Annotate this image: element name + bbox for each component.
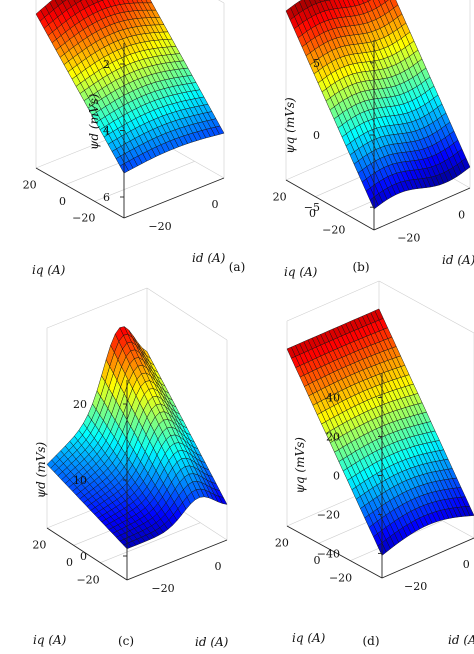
z-axis-label: ψq (mVs) [293,437,307,494]
id-axis-label: id (A) [195,635,229,649]
panel-caption: (a) [229,260,246,274]
z-tick-label: 4 [103,125,110,138]
z-axis-label: ψd (mVs) [34,441,48,498]
id-axis-label: id (A) [192,251,226,265]
iq-tick-label: 0 [66,556,73,569]
iq-axis-label: iq (A) [33,633,67,647]
id-tick-label: 0 [212,198,219,211]
z-tick-label: 0 [80,550,87,563]
id-tick-label: −20 [148,220,171,233]
iq-tick-label: −20 [76,573,99,586]
iq-tick-label: 20 [275,537,289,550]
z-axis-label: ψq (mVs) [283,97,297,154]
id-tick-label: −20 [151,582,174,595]
iq-axis-line [35,167,125,219]
box-gridline [286,280,380,322]
iq-axis-label: iq (A) [32,263,66,277]
id-tick-label: −20 [397,231,420,244]
z-tick-label: −20 [317,508,340,521]
z-tick-label: 0 [313,129,320,142]
panel-caption: (c) [118,634,134,648]
z-tick-label: 20 [73,398,87,411]
z-tick-label: 6 [103,191,110,204]
surface-d [286,308,474,556]
id-axis-line [373,187,471,231]
surface-a [35,0,225,174]
panel-caption: (b) [352,260,369,274]
z-tick-label: 2 [103,58,110,71]
iq-axis-line [285,179,375,231]
iq-tick-label: −20 [72,212,95,225]
id-axis-line [381,537,474,579]
z-axis-label: ψd (mVs) [87,93,101,150]
floor-gridline [94,161,195,202]
z-tick-label: 40 [326,392,340,405]
iq-tick-label: −20 [322,224,345,237]
z-tick-label: 0 [333,470,340,483]
iq-axis-line [46,527,128,581]
iq-axis-label: iq (A) [292,631,326,645]
iq-axis-line [286,525,383,579]
surface-c [46,326,228,550]
z-tick-label: 5 [313,57,320,70]
floor-gridline [100,522,201,563]
panel-caption: (d) [362,634,379,648]
iq-tick-label: 20 [273,190,287,203]
iq-tick-label: 20 [32,539,46,552]
id-axis-line [123,177,225,219]
iq-tick-label: 0 [314,554,321,567]
id-tick-label: 0 [458,208,465,221]
iq-axis-label: iq (A) [284,265,318,279]
box-gridline [378,280,474,334]
id-axis-line [126,539,228,581]
box-gridline [146,287,228,341]
surface-b [285,0,471,210]
id-tick-label: −20 [404,580,427,593]
id-tick-label: 0 [215,560,222,573]
panel-d: 40 20 0 −20 −40 20 0 −20 −20 0 ψq (mVs) iq (A) id (A… [275,280,474,648]
iq-tick-label: 20 [23,178,37,191]
panel-a: 2 4 6 20 0 −20 −20 0 ψd (mVs) iq (A) id (A)(a) [23,0,246,277]
z-tick-label: 20 [326,431,340,444]
iq-tick-label: 0 [59,195,66,208]
z-tick-label: −40 [317,547,340,560]
iq-tick-label: 0 [309,207,316,220]
z-tick-label: 10 [73,474,87,487]
id-tick-label: 0 [463,558,470,571]
iq-tick-label: −20 [329,571,352,584]
id-axis-label: id (A) [448,633,474,647]
box-gridline [46,287,148,329]
z-tick-label: −5 [304,201,320,214]
id-axis-label: id (A) [442,253,474,267]
